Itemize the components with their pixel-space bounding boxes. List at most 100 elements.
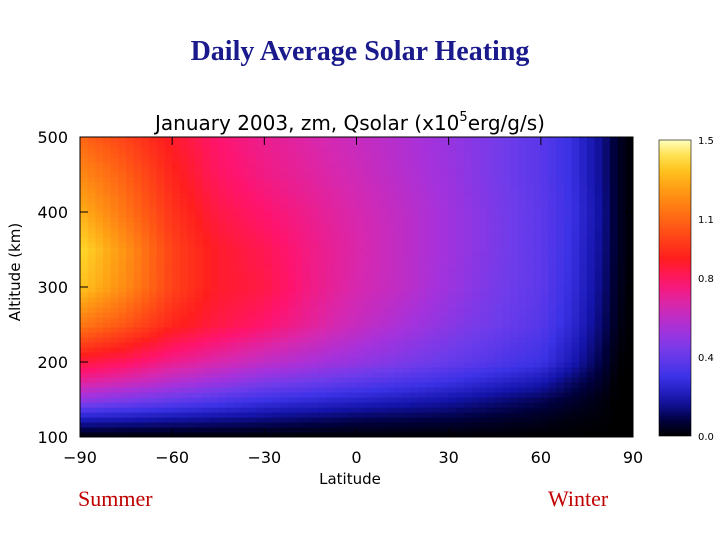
heatmap-cell — [502, 337, 511, 343]
heatmap-cell — [187, 407, 196, 413]
heatmap-cell — [341, 152, 350, 158]
heatmap-cell — [410, 177, 419, 183]
heatmap-cell — [471, 387, 480, 393]
heatmap-cell — [156, 332, 166, 338]
heatmap-cell — [87, 222, 96, 228]
heatmap-cell — [540, 407, 550, 413]
heatmap-cell — [417, 162, 427, 168]
heatmap-cell — [456, 287, 465, 293]
heatmap-cell — [594, 317, 603, 323]
heatmap-cell — [156, 237, 166, 243]
heatmap-cell — [141, 177, 150, 183]
heatmap-cell — [210, 212, 219, 218]
heatmap-cell — [133, 142, 143, 148]
heatmap-cell — [510, 242, 519, 248]
heatmap-cell — [333, 287, 342, 293]
heatmap-cell — [95, 417, 104, 423]
heatmap-cell — [233, 137, 242, 143]
heatmap-cell — [510, 152, 519, 158]
heatmap-cell — [164, 337, 173, 343]
heatmap-cell — [502, 172, 511, 178]
heatmap-cell — [348, 277, 358, 283]
heatmap-cell — [448, 407, 457, 413]
x-tick-label: −90 — [63, 448, 97, 467]
heatmap-cell — [341, 327, 350, 333]
heatmap-cell — [563, 397, 573, 403]
heatmap-cell — [609, 332, 619, 338]
heatmap-cell — [510, 202, 519, 208]
heatmap-cell — [279, 377, 288, 383]
heatmap-cell — [625, 227, 633, 233]
heatmap-cell — [479, 352, 488, 358]
heatmap-cell — [287, 367, 296, 373]
heatmap-cell — [394, 282, 404, 288]
heatmap-cell — [218, 427, 227, 433]
heatmap-cell — [333, 422, 342, 428]
heatmap-cell — [571, 387, 580, 393]
heatmap-cell — [333, 347, 342, 353]
heatmap-cell — [425, 342, 434, 348]
heatmap-cell — [440, 362, 450, 368]
heatmap-cell — [110, 337, 119, 343]
heatmap-cell — [471, 282, 480, 288]
heatmap-cell — [110, 432, 119, 437]
heatmap-cell — [617, 182, 626, 188]
heatmap-cell — [95, 287, 104, 293]
heatmap-cell — [609, 137, 619, 143]
heatmap-cell — [241, 232, 250, 238]
heatmap-cell — [164, 387, 173, 393]
heatmap-cell — [210, 257, 219, 263]
heatmap-cell — [533, 287, 542, 293]
heatmap-cell — [141, 227, 150, 233]
heatmap-cell — [164, 192, 173, 198]
heatmap-cell — [87, 312, 96, 318]
heatmap-cell — [533, 342, 542, 348]
heatmap-cell — [433, 297, 442, 303]
heatmap-cell — [586, 292, 596, 298]
heatmap-cell — [394, 342, 404, 348]
heatmap-cell — [394, 417, 404, 423]
heatmap-cell — [464, 242, 473, 248]
heatmap-cell — [318, 407, 327, 413]
heatmap-cell — [517, 307, 527, 313]
heatmap-cell — [218, 147, 227, 153]
heatmap-cell — [579, 277, 588, 283]
heatmap-cell — [510, 317, 519, 323]
heatmap-cell — [494, 182, 504, 188]
heatmap-cell — [571, 277, 580, 283]
heatmap-cell — [241, 427, 250, 433]
heatmap-cell — [356, 322, 365, 328]
heatmap-cell — [440, 137, 450, 143]
heatmap-cell — [356, 172, 365, 178]
heatmap-cell — [272, 402, 281, 408]
heatmap-cell — [440, 227, 450, 233]
heatmap-cell — [586, 182, 596, 188]
heatmap-cell — [625, 302, 633, 308]
heatmap-cell — [625, 137, 633, 143]
heatmap-cell — [310, 317, 319, 323]
heatmap-cell — [133, 422, 143, 428]
heatmap-cell — [141, 202, 150, 208]
heatmap-cell — [540, 227, 550, 233]
heatmap-cell — [586, 322, 596, 328]
heatmap-cell — [571, 217, 580, 223]
heatmap-cell — [387, 167, 396, 173]
heatmap-cell — [579, 317, 588, 323]
heatmap-cell — [371, 327, 381, 333]
heatmap-cell — [364, 202, 373, 208]
heatmap-cell — [80, 152, 89, 158]
heatmap-cell — [556, 252, 565, 258]
heatmap-cell — [402, 362, 411, 368]
heatmap-cell — [356, 147, 365, 153]
heatmap-cell — [464, 402, 473, 408]
heatmap-cell — [502, 272, 511, 278]
heatmap-cell — [533, 377, 542, 383]
heatmap-cell — [502, 297, 511, 303]
heatmap-cell — [179, 297, 189, 303]
heatmap-cell — [195, 317, 204, 323]
heatmap-cell — [456, 367, 465, 373]
heatmap-cell — [302, 232, 312, 238]
heatmap-cell — [563, 367, 573, 373]
heatmap-cell — [510, 172, 519, 178]
heatmap-cell — [310, 192, 319, 198]
